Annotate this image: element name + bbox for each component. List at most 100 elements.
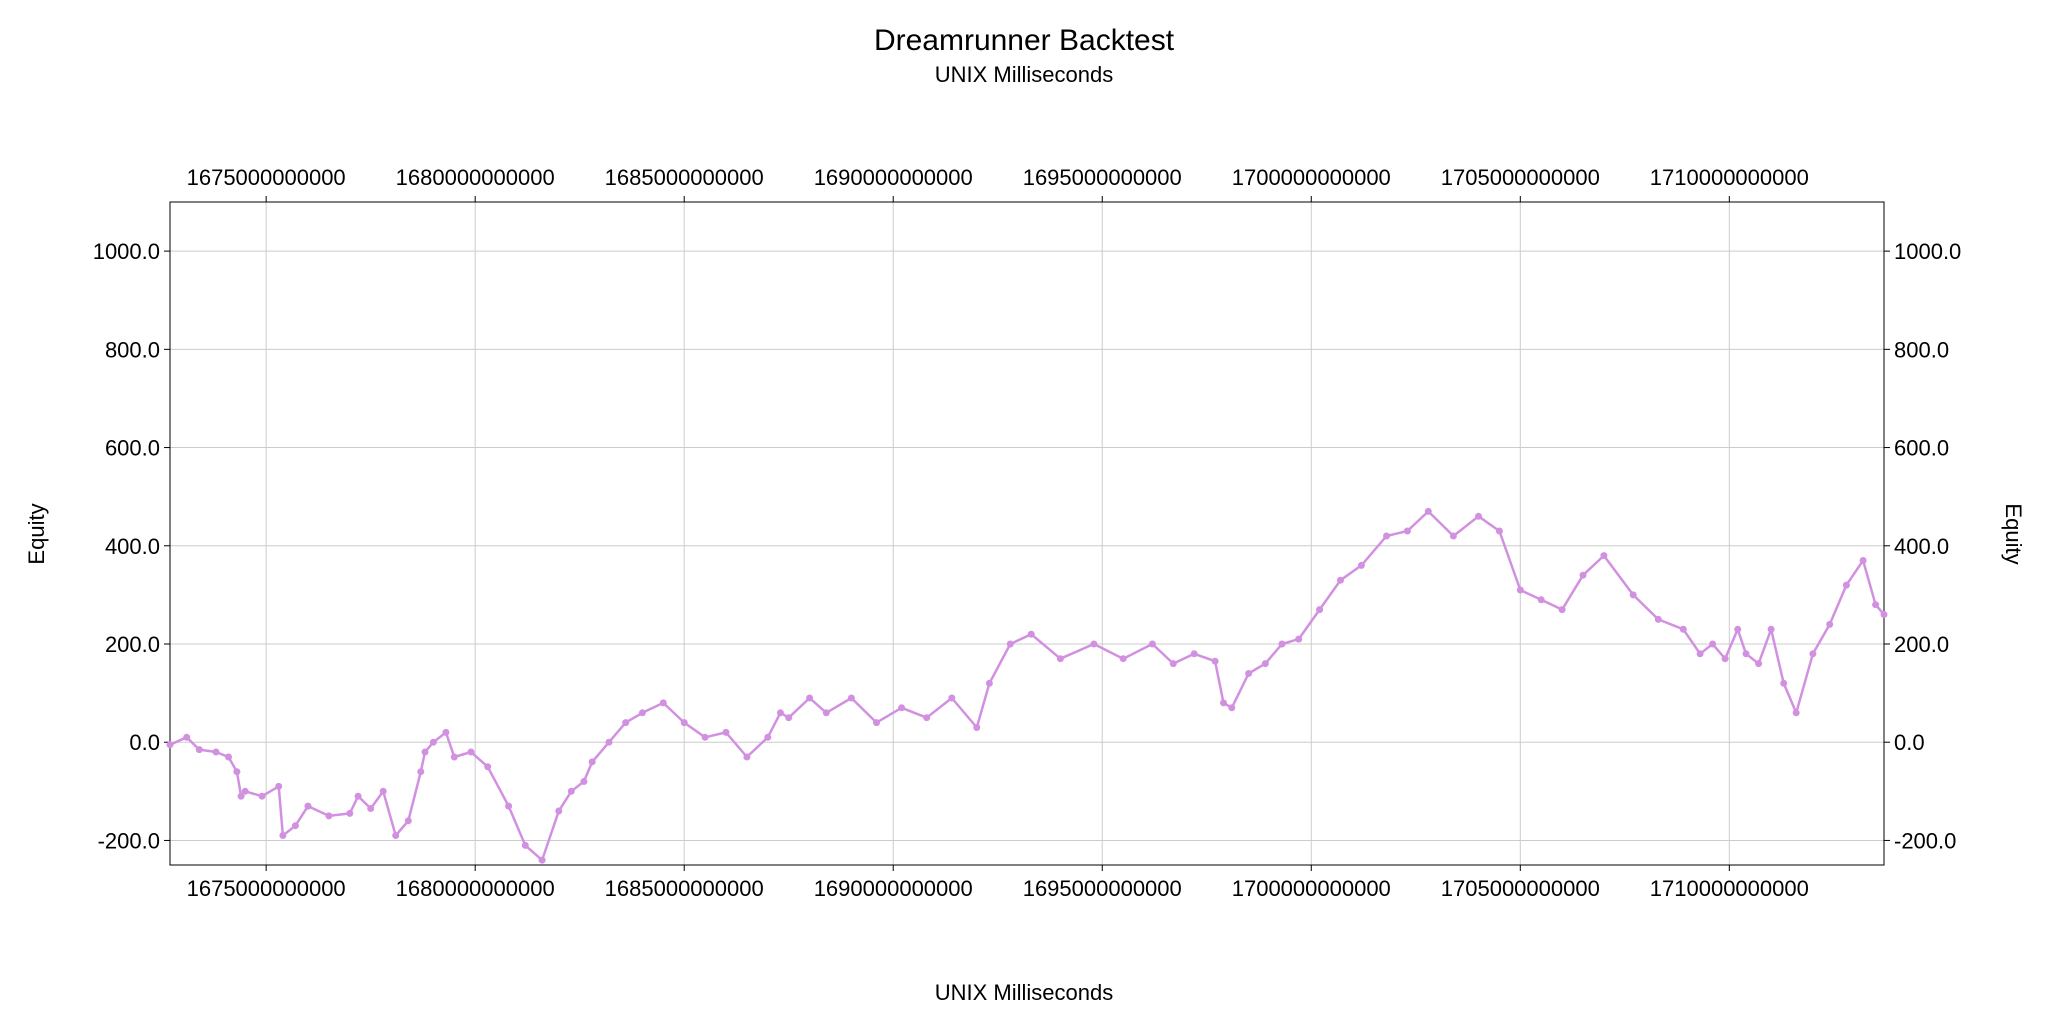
y-tick-label-right: 400.0	[1894, 534, 1949, 559]
equity-point	[1654, 615, 1662, 623]
equity-point	[325, 812, 333, 820]
equity-point	[580, 778, 588, 785]
x-tick-label-bottom: 1695000000000	[1023, 876, 1182, 901]
y-tick-label-left: 600.0	[105, 436, 160, 461]
x-tick-label-top: 1710000000000	[1650, 165, 1809, 190]
equity-point	[442, 728, 450, 736]
equity-point	[467, 748, 475, 756]
equity-point	[1600, 552, 1608, 560]
equity-point	[166, 741, 174, 749]
equity-point	[1780, 679, 1788, 687]
y-tick-label-left: 400.0	[105, 534, 160, 559]
x-tick-label-bottom: 1700000000000	[1232, 876, 1391, 901]
equity-point	[898, 704, 906, 712]
equity-point	[659, 699, 667, 707]
equity-point	[1148, 640, 1156, 648]
x-tick-label-top: 1695000000000	[1023, 165, 1182, 190]
equity-point	[873, 719, 880, 727]
equity-point	[923, 714, 931, 722]
x-tick-label-bottom: 1705000000000	[1441, 876, 1600, 901]
x-tick-label-top: 1680000000000	[396, 165, 555, 190]
equity-point	[1316, 606, 1324, 614]
equity-point	[1826, 620, 1834, 628]
equity-point	[1579, 571, 1587, 579]
x-tick-label-top: 1705000000000	[1441, 165, 1600, 190]
x-tick-label-bottom: 1710000000000	[1650, 876, 1809, 901]
chart-subtitle: UNIX Milliseconds	[935, 62, 1114, 87]
y-tick-label-left: 0.0	[129, 730, 160, 755]
equity-point	[1809, 650, 1817, 658]
equity-point	[1495, 527, 1503, 535]
x-tick-label-bottom: 1680000000000	[396, 876, 555, 901]
equity-point	[212, 748, 220, 756]
equity-point	[1295, 635, 1303, 643]
y-axis-label-left: Equity	[24, 503, 49, 564]
equity-point	[233, 768, 241, 776]
equity-point	[279, 832, 287, 839]
x-tick-label-bottom: 1675000000000	[187, 876, 346, 901]
equity-point	[776, 709, 784, 717]
equity-point	[1169, 660, 1177, 668]
equity-point	[1537, 596, 1545, 604]
equity-point	[622, 719, 630, 727]
equity-point	[1742, 650, 1750, 658]
equity-point	[346, 809, 354, 817]
equity-point	[1872, 601, 1880, 609]
equity-point	[555, 807, 563, 815]
equity-point	[1558, 606, 1566, 614]
equity-point	[605, 738, 613, 746]
equity-point	[588, 758, 596, 766]
equity-point	[183, 733, 191, 741]
equity-point	[195, 746, 203, 754]
equity-point	[1190, 650, 1198, 658]
equity-point	[1006, 640, 1014, 648]
equity-point	[521, 841, 529, 849]
x-tick-label-bottom: 1690000000000	[814, 876, 973, 901]
equity-line	[169, 510, 1885, 862]
equity-point	[822, 709, 830, 717]
equity-point	[237, 792, 245, 800]
equity-point	[722, 728, 730, 736]
equity-point	[743, 753, 751, 761]
equity-point	[1767, 625, 1775, 633]
equity-point	[680, 719, 688, 727]
equity-point	[785, 714, 793, 722]
equity-point	[1337, 576, 1344, 584]
equity-point	[417, 768, 425, 776]
equity-point	[985, 679, 993, 687]
equity-point	[225, 753, 232, 761]
equity-point	[1220, 699, 1227, 707]
equity-point	[450, 753, 458, 761]
equity-point	[258, 792, 266, 800]
equity-point	[291, 822, 299, 830]
equity-point	[1679, 625, 1687, 633]
equity-point	[1278, 640, 1286, 648]
y-tick-label-right: 600.0	[1894, 436, 1949, 461]
equity-point	[275, 782, 283, 790]
equity-point	[973, 724, 981, 731]
y-tick-label-left: 1000.0	[93, 239, 160, 264]
equity-point	[567, 787, 575, 795]
equity-point	[847, 694, 855, 702]
equity-point	[1721, 655, 1729, 663]
x-axis-label: UNIX Milliseconds	[935, 980, 1114, 1005]
y-tick-label-right: 1000.0	[1894, 239, 1961, 264]
equity-point	[1119, 655, 1127, 663]
equity-point	[1403, 527, 1411, 535]
equity-point	[638, 709, 646, 717]
chart-title: Dreamrunner Backtest	[874, 24, 1175, 57]
equity-point	[1629, 591, 1637, 599]
equity-point	[538, 856, 546, 864]
equity-point	[367, 805, 375, 812]
equity-point	[241, 787, 249, 795]
equity-point	[1792, 709, 1800, 717]
y-tick-label-right: 800.0	[1894, 337, 1949, 362]
equity-point	[1755, 660, 1763, 668]
equity-point	[404, 817, 412, 825]
equity-point	[505, 802, 513, 810]
axis-ticks: 1675000000000 1675000000000 1680000000000 1…	[93, 165, 1962, 901]
x-tick-label-top: 1685000000000	[605, 165, 764, 190]
equity-point	[1696, 650, 1704, 658]
equity-point	[429, 738, 437, 746]
